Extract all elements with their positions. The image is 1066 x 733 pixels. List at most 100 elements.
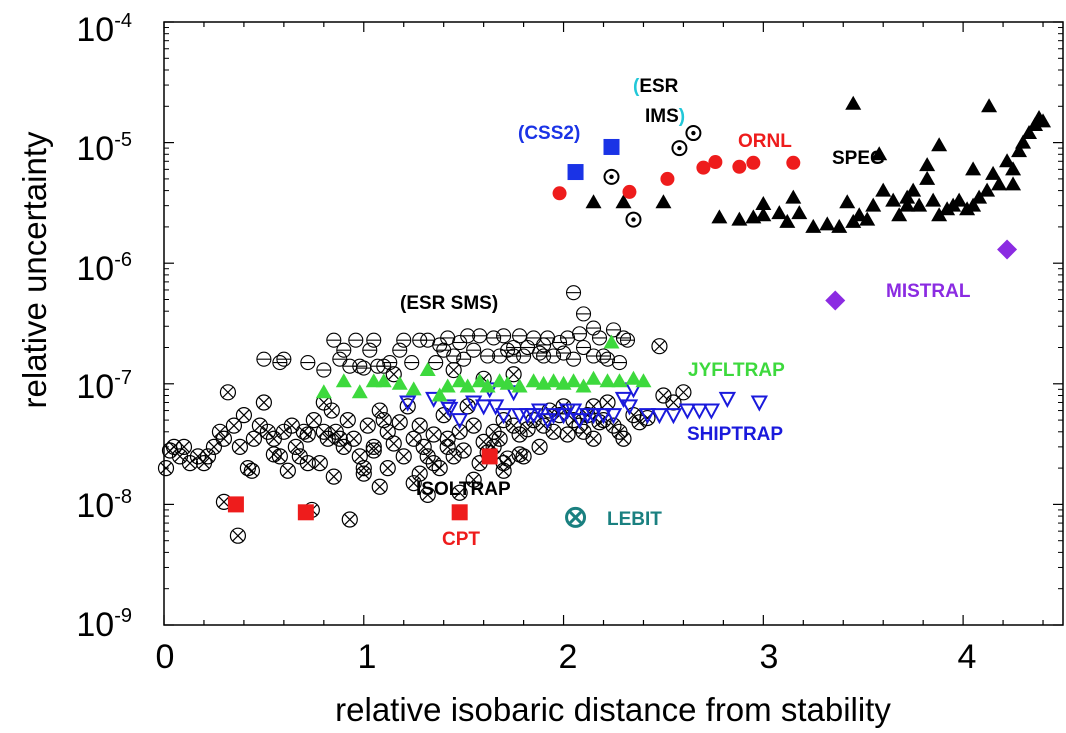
data-point-crossed-circle [511,446,528,463]
data-point-triangle-up [1015,134,1032,149]
data-point-triangle-up [859,211,876,226]
data-point-triangle-up [899,197,916,212]
y-tick-label: 10-6 [76,249,132,288]
data-point-crossed-circle [495,455,512,472]
data-point-crossed-circle [415,438,432,455]
data-point-circle-minus [456,351,472,367]
data-point-triangle-down [570,413,589,430]
data-point-circle-minus [396,332,412,348]
data-point-crossed-circle [229,527,247,544]
data-point-crossed-circle [465,471,482,488]
data-point-crossed-circle [365,442,382,459]
data-point-circle-minus [506,339,522,356]
data-point-square [567,164,584,181]
data-point-triangle-down [474,399,493,416]
data-point-crossed-circle [251,417,268,434]
data-point-crossed-circle [279,462,296,479]
data-point-crossed-circle [371,478,388,495]
data-point-crossed-circle [341,511,358,528]
data-point-crossed-circle [531,438,548,455]
data-point-triangle-up [585,194,602,209]
data-point-triangle-up [1005,161,1022,176]
x-axis-title: relative isobaric distance from stabilit… [335,691,891,728]
data-point-triangle-up [565,373,582,388]
data-markers [157,95,1052,544]
data-point-triangle-up [471,373,488,388]
data-point-crossed-circle [559,426,576,443]
data-point-triangle-up [985,165,1002,180]
data-point-triangle-up [615,194,632,209]
data-point-triangle-down [650,408,669,425]
data-point-circle-minus [272,355,288,371]
data-point-circle-minus [599,351,616,367]
data-point-circle [552,186,567,201]
data-point-triangle-up [451,373,468,388]
x-tick-label: 4 [958,638,977,676]
data-point-triangle-up [625,370,642,385]
data-point-triangle-up [931,207,948,222]
data-point-crossed-circle [651,338,668,355]
annotation-jyfltrap: JYFLTRAP [688,360,785,381]
data-point-triangle-up [919,157,936,172]
data-point-triangle-up [511,378,528,393]
data-point-circle [732,159,747,174]
data-point-circle-minus [615,330,632,346]
data-point-circle-minus [552,334,568,351]
annotations: (ESR SMS) ISOLTRAP CPT LEBIT SHIPTRAP JY… [400,76,971,550]
data-point-dot-circle [671,140,688,157]
data-point-circle-minus [526,330,542,346]
data-point-crossed-circle [305,412,322,429]
data-point-crossed-circle [445,448,462,465]
data-point-triangle-up [1035,113,1052,128]
annotation-mistral: MISTRAL [886,281,971,302]
data-point-crossed-circle [255,394,272,411]
data-point-triangle-up [419,362,436,377]
data-point-triangle-down [524,408,543,425]
data-point-triangle-up [891,207,908,222]
data-point-crossed-circle [199,448,217,465]
data-point-triangle-up [979,182,996,197]
data-point-triangle-up [1021,125,1038,140]
data-point-circle-minus [404,355,420,371]
data-point-triangle-up [599,373,616,388]
data-point-triangle-up [911,197,928,212]
data-point-triangle-down [702,403,721,420]
data-point-circle [622,184,637,199]
data-point-circle-minus [326,332,342,348]
data-point-crossed-circle [157,459,175,477]
data-point-triangle-up [575,378,592,393]
data-point-circle-minus [486,330,502,346]
data-point-diamond [825,290,846,311]
data-point-triangle-up [611,373,628,388]
data-point-triangle-up [899,189,916,204]
data-point-crossed-circle [365,438,382,455]
data-point-crossed-circle [175,438,193,455]
data-point-crossed-circle [379,459,396,477]
data-point-circle-minus [366,332,382,348]
plot-frame [163,21,1064,626]
data-point-circle-minus [466,342,482,358]
data-point-crossed-circle [325,468,342,485]
data-point-triangle-down [564,403,583,420]
data-point-circle-minus [575,306,592,322]
x-tick-label: 0 [156,638,175,676]
data-point-crossed-circle [355,459,372,477]
data-point-triangle-down [604,408,623,425]
data-point-crossed-circle [311,455,328,472]
data-point-triangle-up [991,176,1008,191]
data-point-circle-minus [276,351,292,367]
data-point-triangle-down [750,395,769,412]
data-point-circle-minus [571,326,588,342]
data-point-triangle-up [711,209,728,224]
data-point-circle-minus [428,355,444,371]
data-point-circle-minus [611,355,628,371]
tick-marks [163,21,1063,626]
data-point-triangle-down [530,403,549,420]
data-point-crossed-circle [355,465,372,482]
data-point-circle-minus [356,360,372,376]
data-point-crossed-circle [225,417,243,434]
data-point-crossed-circle [425,455,442,472]
data-point-crossed-circle [335,438,352,455]
data-point-triangle-up [951,192,968,207]
data-point-triangle-up [885,192,902,207]
